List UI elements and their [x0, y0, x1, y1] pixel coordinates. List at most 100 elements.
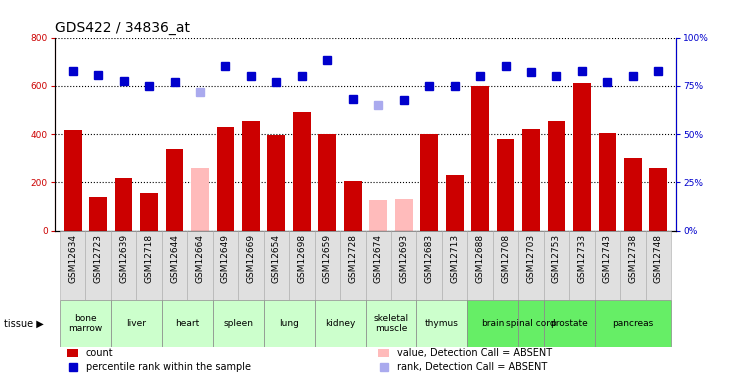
Bar [60, 300, 111, 347]
Bar [420, 134, 438, 231]
Bar [340, 231, 366, 300]
Bar [573, 83, 591, 231]
Bar [162, 231, 187, 300]
Bar [518, 231, 544, 300]
Text: GSM12733: GSM12733 [577, 234, 586, 283]
Bar [268, 135, 285, 231]
Bar [213, 300, 264, 347]
Bar [60, 231, 86, 300]
Bar [599, 133, 616, 231]
Text: GSM12703: GSM12703 [526, 234, 536, 283]
Text: GSM12683: GSM12683 [425, 234, 433, 283]
Bar [649, 168, 667, 231]
Text: GSM12674: GSM12674 [374, 234, 383, 283]
Text: GSM12723: GSM12723 [94, 234, 102, 283]
Text: bone
marrow: bone marrow [68, 314, 102, 333]
Bar [264, 231, 289, 300]
Text: heart: heart [175, 319, 200, 328]
Text: GSM12708: GSM12708 [501, 234, 510, 283]
Text: GSM12698: GSM12698 [298, 234, 306, 283]
Bar [314, 231, 340, 300]
Text: GSM12688: GSM12688 [476, 234, 485, 283]
Text: GSM12649: GSM12649 [221, 234, 230, 283]
Bar [369, 201, 387, 231]
Text: GSM12743: GSM12743 [603, 234, 612, 283]
Bar [67, 350, 78, 357]
Text: GSM12654: GSM12654 [272, 234, 281, 283]
Text: GSM12644: GSM12644 [170, 234, 179, 283]
Text: GSM12659: GSM12659 [323, 234, 332, 283]
Bar [289, 231, 314, 300]
Text: brain: brain [481, 319, 504, 328]
Bar [89, 197, 107, 231]
Bar [64, 130, 82, 231]
Text: GSM12738: GSM12738 [629, 234, 637, 283]
Text: value, Detection Call = ABSENT: value, Detection Call = ABSENT [397, 348, 552, 358]
Bar [344, 181, 362, 231]
Bar [242, 121, 260, 231]
Text: count: count [86, 348, 113, 358]
Bar [140, 193, 158, 231]
Bar [162, 300, 213, 347]
Bar [417, 231, 442, 300]
Text: GSM12693: GSM12693 [399, 234, 408, 283]
Bar [496, 139, 515, 231]
Bar [446, 175, 463, 231]
Bar [620, 231, 645, 300]
Text: spinal cord: spinal cord [506, 319, 556, 328]
Bar [595, 300, 671, 347]
Text: GDS422 / 34836_at: GDS422 / 34836_at [55, 21, 190, 35]
Text: thymus: thymus [425, 319, 459, 328]
Bar [522, 129, 540, 231]
Text: GSM12718: GSM12718 [145, 234, 154, 283]
Text: lung: lung [279, 319, 299, 328]
Bar [366, 300, 417, 347]
Bar [395, 199, 412, 231]
Bar [86, 231, 111, 300]
Bar [645, 231, 671, 300]
Bar [378, 350, 389, 357]
Text: skeletal
muscle: skeletal muscle [374, 314, 409, 333]
Bar [544, 231, 569, 300]
Bar [213, 231, 238, 300]
Bar [518, 300, 544, 347]
Bar [187, 231, 213, 300]
Text: kidney: kidney [325, 319, 355, 328]
Bar [216, 127, 235, 231]
Text: GSM12669: GSM12669 [246, 234, 255, 283]
Text: GSM12639: GSM12639 [119, 234, 128, 283]
Text: spleen: spleen [223, 319, 253, 328]
Bar [238, 231, 264, 300]
Bar [569, 231, 595, 300]
Bar [366, 231, 391, 300]
Bar [417, 300, 467, 347]
Text: percentile rank within the sample: percentile rank within the sample [86, 362, 251, 372]
Bar [293, 112, 311, 231]
Bar [264, 300, 314, 347]
Bar [111, 300, 162, 347]
Text: liver: liver [126, 319, 146, 328]
Bar [115, 177, 132, 231]
Text: tissue ▶: tissue ▶ [4, 318, 43, 328]
Bar [136, 231, 162, 300]
Text: rank, Detection Call = ABSENT: rank, Detection Call = ABSENT [397, 362, 547, 372]
Text: GSM12634: GSM12634 [68, 234, 77, 283]
Bar [314, 300, 366, 347]
Bar [442, 231, 467, 300]
Bar [544, 300, 595, 347]
Text: GSM12728: GSM12728 [348, 234, 357, 283]
Text: GSM12753: GSM12753 [552, 234, 561, 283]
Bar [595, 231, 620, 300]
Bar [391, 231, 417, 300]
Text: pancreas: pancreas [613, 319, 654, 328]
Text: GSM12748: GSM12748 [654, 234, 663, 283]
Bar [191, 168, 209, 231]
Bar [319, 134, 336, 231]
Bar [548, 121, 565, 231]
Bar [166, 148, 183, 231]
Bar [111, 231, 136, 300]
Text: GSM12664: GSM12664 [195, 234, 205, 283]
Bar [624, 158, 642, 231]
Text: GSM12713: GSM12713 [450, 234, 459, 283]
Bar [467, 231, 493, 300]
